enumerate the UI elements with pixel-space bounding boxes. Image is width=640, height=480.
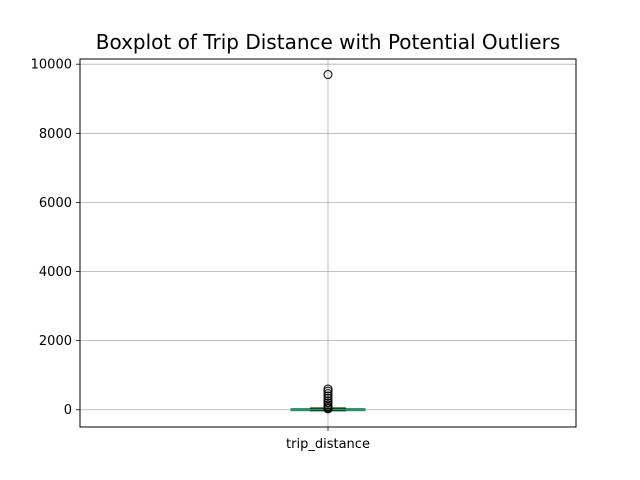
outlier-point xyxy=(323,388,333,398)
y-tick-label: 0 xyxy=(64,403,72,418)
x-tick-label: trip_distance xyxy=(286,437,370,452)
y-tick-label: 10000 xyxy=(31,58,72,73)
y-tick-label: 2000 xyxy=(39,334,72,349)
y-tick-label: 6000 xyxy=(39,196,72,211)
outlier-point xyxy=(323,404,333,414)
grid-lines xyxy=(80,59,576,427)
y-tick-label: 8000 xyxy=(39,127,72,142)
outlier-point xyxy=(323,384,333,394)
outlier-point xyxy=(323,70,333,80)
x-axis: trip_distance xyxy=(286,427,370,452)
y-axis: 0 2000 4000 6000 8000 10000 xyxy=(31,58,80,418)
chart-title: Boxplot of Trip Distance with Potential … xyxy=(96,30,561,54)
outlier-point xyxy=(323,398,333,408)
y-tick-label: 4000 xyxy=(39,265,72,280)
outlier-point xyxy=(323,386,333,396)
outlier-points xyxy=(323,70,333,414)
outlier-point xyxy=(323,391,333,401)
